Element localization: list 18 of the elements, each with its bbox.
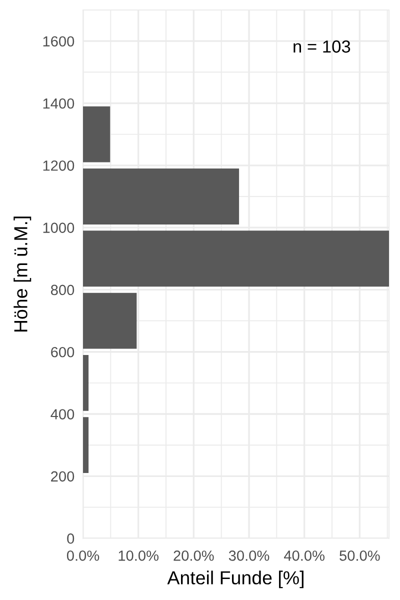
x-tick-label: 20.0%: [174, 550, 214, 561]
y-tick-label: 1000: [43, 222, 74, 233]
x-tick-label: 30.0%: [228, 550, 270, 561]
y-tick-label: 600: [51, 346, 74, 358]
x-tick-label: 0.0%: [66, 550, 100, 561]
annotation: n = 103: [294, 40, 350, 53]
x-axis-title: Anteil Funde [%]: [167, 570, 304, 588]
y-tick-label: 800: [50, 284, 74, 296]
x-tick-label: 50.0%: [340, 550, 380, 561]
y-tick-label: 1400: [43, 98, 74, 109]
x-tick-label: 40.0%: [284, 550, 324, 561]
y-tick-label: 1200: [43, 160, 74, 171]
y-tick-label: 200: [51, 471, 74, 482]
y-axis-title: Höhe [m ü.M.]: [14, 216, 32, 332]
y-tick-label: 1600: [43, 36, 74, 47]
x-tick-label: 10.0%: [118, 550, 158, 561]
y-tick-label: 0: [67, 533, 74, 544]
y-tick-label: 400: [50, 409, 74, 420]
